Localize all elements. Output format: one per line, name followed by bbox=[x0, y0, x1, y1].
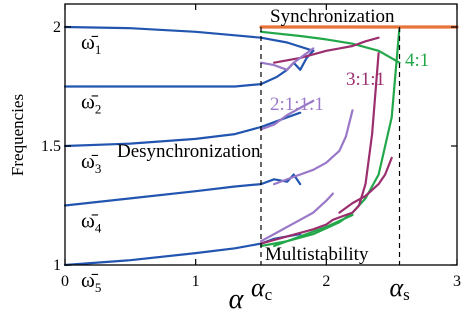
series-line-8 bbox=[273, 36, 380, 64]
series-line-0 bbox=[63, 25, 315, 52]
y-axis-title: Frequencies bbox=[8, 94, 27, 176]
series-line-3 bbox=[63, 173, 302, 207]
omega-label-3: ω̄3 bbox=[81, 149, 101, 176]
y-tick-label: 1.5 bbox=[41, 138, 61, 155]
x-tick-label: 0 bbox=[61, 273, 69, 290]
omega-label-1: ω̄1 bbox=[81, 30, 101, 57]
x-axis-title: α bbox=[229, 284, 245, 315]
ratio-3-1-1-label: 3:1:1 bbox=[346, 69, 385, 90]
plot-frame bbox=[64, 3, 458, 266]
x-tick-label: 3 bbox=[453, 273, 461, 290]
critical-lines bbox=[260, 27, 401, 265]
critical-label-c: αc bbox=[251, 273, 273, 304]
series-line-7 bbox=[273, 213, 354, 248]
series-line-5 bbox=[259, 30, 401, 64]
omega-label-5: ω̄5 bbox=[81, 268, 101, 295]
series-line-1 bbox=[63, 49, 315, 88]
series-line-12 bbox=[259, 47, 315, 71]
series-line-13 bbox=[259, 192, 334, 243]
axis-ticks: 0 1 2 311.52 bbox=[41, 4, 461, 290]
ratio-4-1-label: 4:1 bbox=[405, 50, 429, 71]
frequency-labels: ω̄1 ω̄2 ω̄3 ω̄4 ω̄5 bbox=[81, 30, 102, 295]
x-tick-label: 2 bbox=[322, 273, 330, 290]
critical-point-labels: αc αs bbox=[251, 273, 410, 304]
critical-label-s: αs bbox=[390, 273, 410, 304]
series-line-11 bbox=[259, 99, 315, 131]
synchronization-label: Synchronization bbox=[270, 6, 395, 27]
ratio-2-1-1-1-label: 2:1:1:1 bbox=[270, 94, 324, 115]
x-tick-label: 1 bbox=[192, 273, 200, 290]
series-line-9 bbox=[259, 52, 380, 245]
desynchronization-label: Desynchronization bbox=[117, 141, 261, 162]
series-line-14 bbox=[273, 109, 354, 186]
omega-label-2: ω̄2 bbox=[81, 90, 101, 117]
series-line-10 bbox=[338, 156, 393, 214]
y-tick-label: 1 bbox=[53, 257, 61, 274]
series-layer bbox=[63, 25, 459, 267]
y-tick-label: 2 bbox=[53, 19, 61, 36]
omega-label-4: ω̄4 bbox=[81, 209, 102, 236]
multistability-label: Multistability bbox=[265, 244, 369, 265]
series-line-2 bbox=[63, 111, 302, 148]
